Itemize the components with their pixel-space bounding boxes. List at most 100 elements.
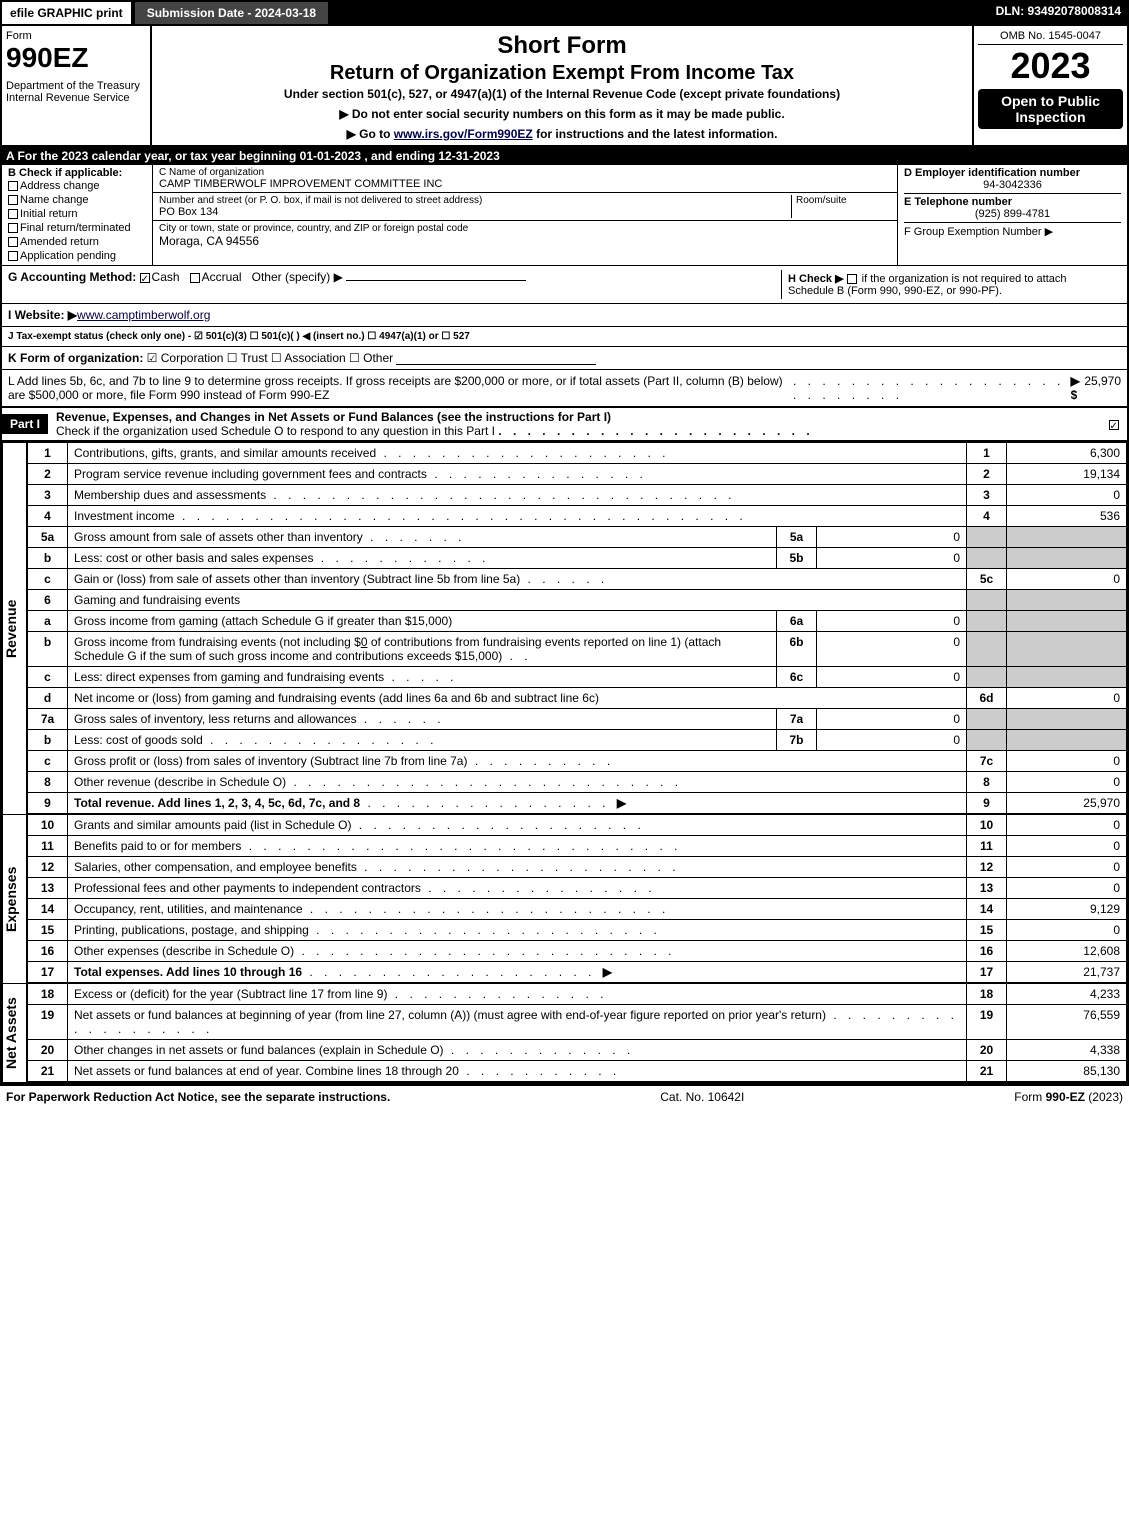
check-initial-return[interactable]: Initial return [8,207,146,221]
line-7c: cGross profit or (loss) from sales of in… [28,751,1127,772]
form-of-org-opts: ☑ Corporation ☐ Trust ☐ Association ☐ Ot… [147,351,393,365]
check-accrual[interactable] [190,273,200,283]
part-1-checktext: Check if the organization used Schedule … [56,424,495,438]
line-19: 19Net assets or fund balances at beginni… [28,1005,1127,1040]
line-5b: bLess: cost or other basis and sales exp… [28,548,1127,569]
form-title-block: Short Form Return of Organization Exempt… [152,26,972,145]
footer-cat-no: Cat. No. 10642I [660,1090,744,1104]
line-16: 16Other expenses (describe in Schedule O… [28,941,1127,962]
h-label-pre: H Check ▶ [788,273,847,285]
expenses-table: 10Grants and similar amounts paid (list … [27,814,1127,983]
footer-left: For Paperwork Reduction Act Notice, see … [6,1090,390,1104]
other-specify: Other (specify) ▶ [252,270,343,284]
title-short-form: Short Form [156,32,968,60]
line-11: 11Benefits paid to or for members . . . … [28,836,1127,857]
form-of-org-other-input[interactable] [396,351,596,365]
efile-print-button[interactable]: efile GRAPHIC print [0,0,133,26]
side-label-revenue: Revenue [2,442,27,814]
line-7a: 7aGross sales of inventory, less returns… [28,709,1127,730]
other-specify-input[interactable] [346,280,526,281]
street-label: Number and street (or P. O. box, if mail… [159,195,791,206]
section-a-heading: A For the 2023 calendar year, or tax yea… [0,147,1129,165]
check-address-change[interactable]: Address change [8,179,146,193]
line-2: 2Program service revenue including gover… [28,464,1127,485]
instr-goto: ▶ Go to www.irs.gov/Form990EZ for instru… [156,127,968,141]
ein-label: D Employer identification number [904,167,1121,179]
ein-value: 94-3042336 [904,179,1121,191]
subtitle: Under section 501(c), 527, or 4947(a)(1)… [156,87,968,101]
tax-exempt-status: J Tax-exempt status (check only one) - ☑… [8,331,470,342]
net-assets-table: 18Excess or (deficit) for the year (Subt… [27,983,1127,1082]
form-header: Form 990EZ Department of the Treasury In… [0,26,1129,147]
part-1-header: Part I Revenue, Expenses, and Changes in… [0,408,1129,442]
part-1-label: Part I [2,414,48,434]
instr-goto-pre: ▶ Go to [347,127,394,141]
line-15: 15Printing, publications, postage, and s… [28,920,1127,941]
line-6d: dNet income or (loss) from gaming and fu… [28,688,1127,709]
line-17: 17Total expenses. Add lines 10 through 1… [28,962,1127,983]
irs-link[interactable]: www.irs.gov/Form990EZ [394,127,533,141]
line-10: 10Grants and similar amounts paid (list … [28,815,1127,836]
row-l-amount: 25,970 [1084,374,1121,402]
check-schedule-b[interactable] [847,274,857,284]
row-j: J Tax-exempt status (check only one) - ☑… [0,327,1129,347]
line-13: 13Professional fees and other payments t… [28,878,1127,899]
room-suite-label: Room/suite [796,195,891,206]
dln: DLN: 93492078008314 [988,0,1129,26]
row-g-h: G Accounting Method: Cash Accrual Other … [0,266,1129,304]
top-bar: efile GRAPHIC print Submission Date - 20… [0,0,1129,26]
revenue-section: Revenue 1Contributions, gifts, grants, a… [0,442,1129,814]
line-14: 14Occupancy, rent, utilities, and mainte… [28,899,1127,920]
col-d-e-f: D Employer identification number 94-3042… [897,165,1127,265]
check-application-pending[interactable]: Application pending [8,249,146,263]
omb-number: OMB No. 1545-0047 [978,30,1123,45]
org-info-block: B Check if applicable: Address change Na… [0,165,1129,266]
line-12: 12Salaries, other compensation, and empl… [28,857,1127,878]
header-right-block: OMB No. 1545-0047 2023 Open to Public In… [972,26,1127,145]
group-exemption-label: F Group Exemption Number ▶ [904,222,1121,238]
dots-l: . . . . . . . . . . . . . . . . . . . . … [793,374,1071,402]
department: Department of the Treasury Internal Reve… [6,80,146,104]
city-state-zip: Moraga, CA 94556 [159,234,891,248]
line-21: 21Net assets or fund balances at end of … [28,1061,1127,1082]
side-label-expenses: Expenses [2,814,27,983]
row-i: I Website: ▶ www.camptimberwolf.org [0,304,1129,327]
title-return: Return of Organization Exempt From Incom… [156,62,968,85]
check-cash[interactable] [140,273,150,283]
line-4: 4Investment income . . . . . . . . . . .… [28,506,1127,527]
instr-goto-post: for instructions and the latest informat… [536,127,777,141]
city-label: City or town, state or province, country… [159,223,891,234]
col-c-org: C Name of organization CAMP TIMBERWOLF I… [152,165,897,265]
row-l-text: L Add lines 5b, 6c, and 7b to line 9 to … [8,374,793,402]
line-7b: bLess: cost of goods sold . . . . . . . … [28,730,1127,751]
row-k: K Form of organization: ☑ Corporation ☐ … [0,347,1129,370]
org-name: CAMP TIMBERWOLF IMPROVEMENT COMMITTEE IN… [159,178,891,190]
line-1: 1Contributions, gifts, grants, and simil… [28,443,1127,464]
instr-no-ssn: ▶ Do not enter social security numbers o… [156,107,968,121]
line-6a: aGross income from gaming (attach Schedu… [28,611,1127,632]
form-id-block: Form 990EZ Department of the Treasury In… [2,26,152,145]
check-final-return[interactable]: Final return/terminated [8,221,146,235]
form-label: Form [6,30,146,42]
page-footer: For Paperwork Reduction Act Notice, see … [0,1084,1129,1108]
line-3: 3Membership dues and assessments . . . .… [28,485,1127,506]
form-of-org-label: K Form of organization: [8,351,143,365]
part-1-checkbox[interactable] [1102,417,1127,431]
form-number: 990EZ [6,42,146,74]
line-8: 8Other revenue (describe in Schedule O) … [28,772,1127,793]
website-link[interactable]: www.camptimberwolf.org [77,308,210,322]
line-6c: cLess: direct expenses from gaming and f… [28,667,1127,688]
check-amended-return[interactable]: Amended return [8,235,146,249]
line-5c: cGain or (loss) from sale of assets othe… [28,569,1127,590]
side-label-net-assets: Net Assets [2,983,27,1082]
line-5a: 5aGross amount from sale of assets other… [28,527,1127,548]
expenses-section: Expenses 10Grants and similar amounts pa… [0,814,1129,983]
street-address: PO Box 134 [159,206,791,218]
org-name-label: C Name of organization [159,167,891,178]
footer-right: Form 990-EZ (2023) [1014,1090,1123,1104]
phone-label: E Telephone number [904,193,1121,208]
line-9: 9Total revenue. Add lines 1, 2, 3, 4, 5c… [28,793,1127,814]
net-assets-section: Net Assets 18Excess or (deficit) for the… [0,983,1129,1084]
line-20: 20Other changes in net assets or fund ba… [28,1040,1127,1061]
check-name-change[interactable]: Name change [8,193,146,207]
